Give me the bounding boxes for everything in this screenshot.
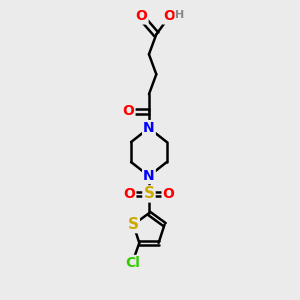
Text: O: O bbox=[163, 187, 174, 201]
Text: S: S bbox=[143, 186, 155, 201]
Text: N: N bbox=[143, 169, 155, 183]
Text: Cl: Cl bbox=[126, 256, 140, 270]
Text: O: O bbox=[163, 9, 175, 23]
Text: O: O bbox=[136, 9, 148, 23]
Text: S: S bbox=[128, 217, 139, 232]
Text: O: O bbox=[123, 104, 134, 118]
Text: O: O bbox=[124, 187, 135, 201]
Text: H: H bbox=[176, 11, 185, 20]
Text: N: N bbox=[143, 121, 155, 135]
